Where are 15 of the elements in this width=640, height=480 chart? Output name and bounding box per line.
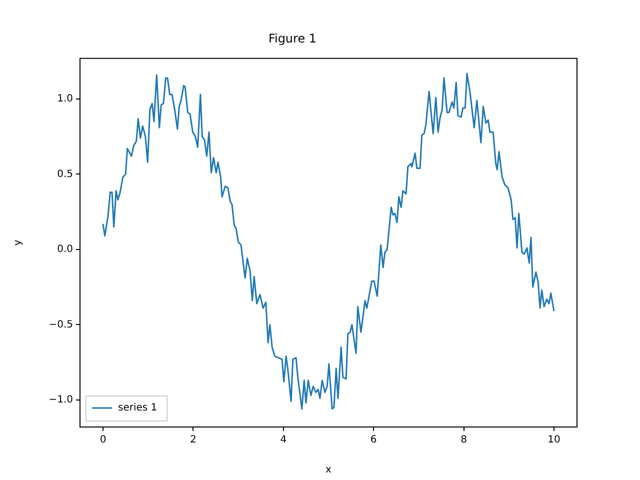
x-tick-label: 6 <box>370 434 377 446</box>
x-axis-title: x <box>326 464 332 476</box>
y-tick-label: 1.0 <box>57 94 73 105</box>
y-tick-label: −1.0 <box>48 394 73 406</box>
y-tick-label: 0.5 <box>57 168 73 180</box>
x-tick-label: 8 <box>460 434 467 446</box>
x-tick-label: 4 <box>280 434 287 446</box>
x-tick-label: 0 <box>100 434 106 446</box>
chart-title: Figure 1 <box>268 31 317 46</box>
x-tick-label: 2 <box>190 434 196 446</box>
y-tick-label: −0.5 <box>48 319 73 330</box>
legend-label: series 1 <box>118 402 158 414</box>
y-axis-title: y <box>12 240 24 246</box>
y-tick-label: 0.0 <box>57 244 73 256</box>
x-tick-label: 10 <box>548 434 560 446</box>
